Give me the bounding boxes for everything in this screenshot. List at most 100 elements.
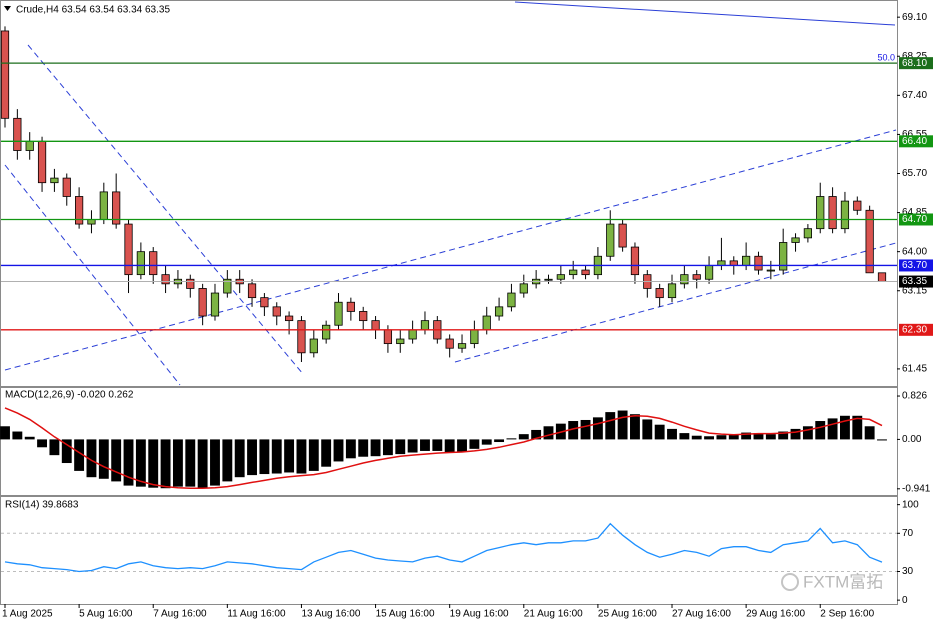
level-label-box: [899, 213, 933, 226]
level-label: 62.30: [902, 324, 927, 335]
macd-bar: [345, 439, 356, 459]
macd-bar: [271, 439, 282, 474]
candle-body: [754, 255, 763, 271]
candle-body: [161, 274, 170, 285]
macd-bar: [654, 424, 665, 440]
header-arrow: [4, 6, 11, 11]
y-tick-label: 0: [902, 595, 908, 606]
macd-bar: [185, 439, 196, 487]
candle-body: [569, 269, 578, 276]
y-tick-label: 65.70: [902, 168, 927, 179]
candle-body: [692, 274, 701, 280]
candle-body: [791, 237, 800, 243]
rsi-panel: [0, 496, 898, 605]
x-tick-label: 19 Aug 16:00: [450, 609, 509, 620]
level-label: 66.40: [902, 136, 927, 147]
candle-body: [297, 320, 306, 354]
price-panel: [0, 0, 898, 387]
macd-bar: [111, 439, 122, 482]
candle-body: [445, 338, 454, 349]
macd-bar: [691, 435, 702, 440]
watermark-icon: [781, 573, 799, 591]
macd-bar: [679, 433, 690, 440]
macd-bar: [716, 435, 727, 440]
candle-body: [247, 283, 257, 299]
macd-bar: [802, 426, 813, 440]
macd-bar: [210, 439, 220, 486]
macd-bar: [98, 439, 109, 479]
macd-bar: [864, 426, 875, 440]
candle-body: [383, 329, 393, 345]
level-label-box: [899, 275, 933, 288]
candle-body: [13, 117, 22, 151]
candle-body: [779, 242, 788, 271]
macd-bar: [0, 426, 10, 440]
y-tick-label: 0.826: [902, 391, 927, 402]
candle-body: [729, 260, 738, 266]
macd-bar: [630, 414, 640, 440]
candle-body: [396, 338, 405, 345]
macd-bar: [827, 418, 838, 440]
macd-bar: [852, 415, 863, 440]
candle-body: [865, 209, 874, 274]
candle-body: [334, 301, 343, 326]
x-tick-label: 7 Aug 16:00: [153, 609, 207, 620]
y-tick-label: 30: [902, 566, 914, 577]
candle-body: [420, 320, 430, 331]
candle-body: [581, 269, 590, 276]
macd-bar: [592, 417, 603, 440]
y-tick-label: 63.15: [902, 285, 927, 296]
level-label-box: [899, 135, 933, 148]
y-tick-label: 69.10: [902, 12, 927, 23]
candle-body: [99, 191, 108, 220]
x-tick-label: 21 Aug 16:00: [524, 609, 583, 620]
macd-bar: [135, 439, 146, 487]
candle-body: [136, 251, 145, 276]
candle-body: [618, 223, 627, 248]
candle-body: [112, 191, 121, 225]
candle-body: [667, 283, 677, 299]
macd-bar: [494, 439, 505, 443]
macd-bar: [642, 419, 653, 440]
candle-body: [37, 140, 47, 184]
candle-body: [816, 196, 825, 230]
macd-bar: [308, 439, 319, 471]
macd-bar: [580, 419, 591, 440]
macd-bar: [49, 439, 60, 456]
y-tick-label: -0.941: [902, 483, 931, 494]
macd-title: MACD(12,26,9) -0.020 0.262: [5, 390, 134, 401]
candle-body: [25, 140, 34, 151]
candle-body: [62, 177, 71, 197]
y-tick-label: 67.40: [902, 90, 927, 101]
macd-bar: [444, 439, 455, 452]
candle-body: [717, 260, 726, 266]
macd-bar: [877, 439, 887, 441]
y-tick-label: 70: [902, 528, 914, 539]
watermark-logo: FXTM富拓: [781, 572, 883, 591]
candle-body: [877, 272, 887, 282]
macd-bar: [753, 433, 764, 440]
trend-line: [4, 164, 181, 386]
macd-bar: [247, 439, 257, 476]
trend-line: [514, 1, 896, 26]
candle-body: [124, 223, 133, 276]
x-tick-label: 11 Aug 16:00: [227, 609, 286, 620]
candle-body: [630, 246, 640, 276]
candle-body: [408, 329, 417, 340]
candle-body: [359, 311, 368, 322]
candle-body: [519, 283, 528, 294]
candle-body: [482, 315, 491, 331]
rsi-title: RSI(14) 39.8683: [5, 500, 79, 511]
macd-bar: [469, 439, 480, 449]
macd-bar: [234, 439, 245, 478]
x-tick-label: 25 Aug 16:00: [598, 609, 657, 620]
level-annotation: 50.0: [877, 53, 895, 63]
candle-body: [853, 200, 862, 211]
macd-panel: [0, 387, 898, 496]
macd-bar: [61, 439, 72, 464]
y-tick-label: 0.00: [902, 434, 922, 445]
candle-body: [655, 288, 664, 299]
candle-body: [149, 251, 158, 276]
